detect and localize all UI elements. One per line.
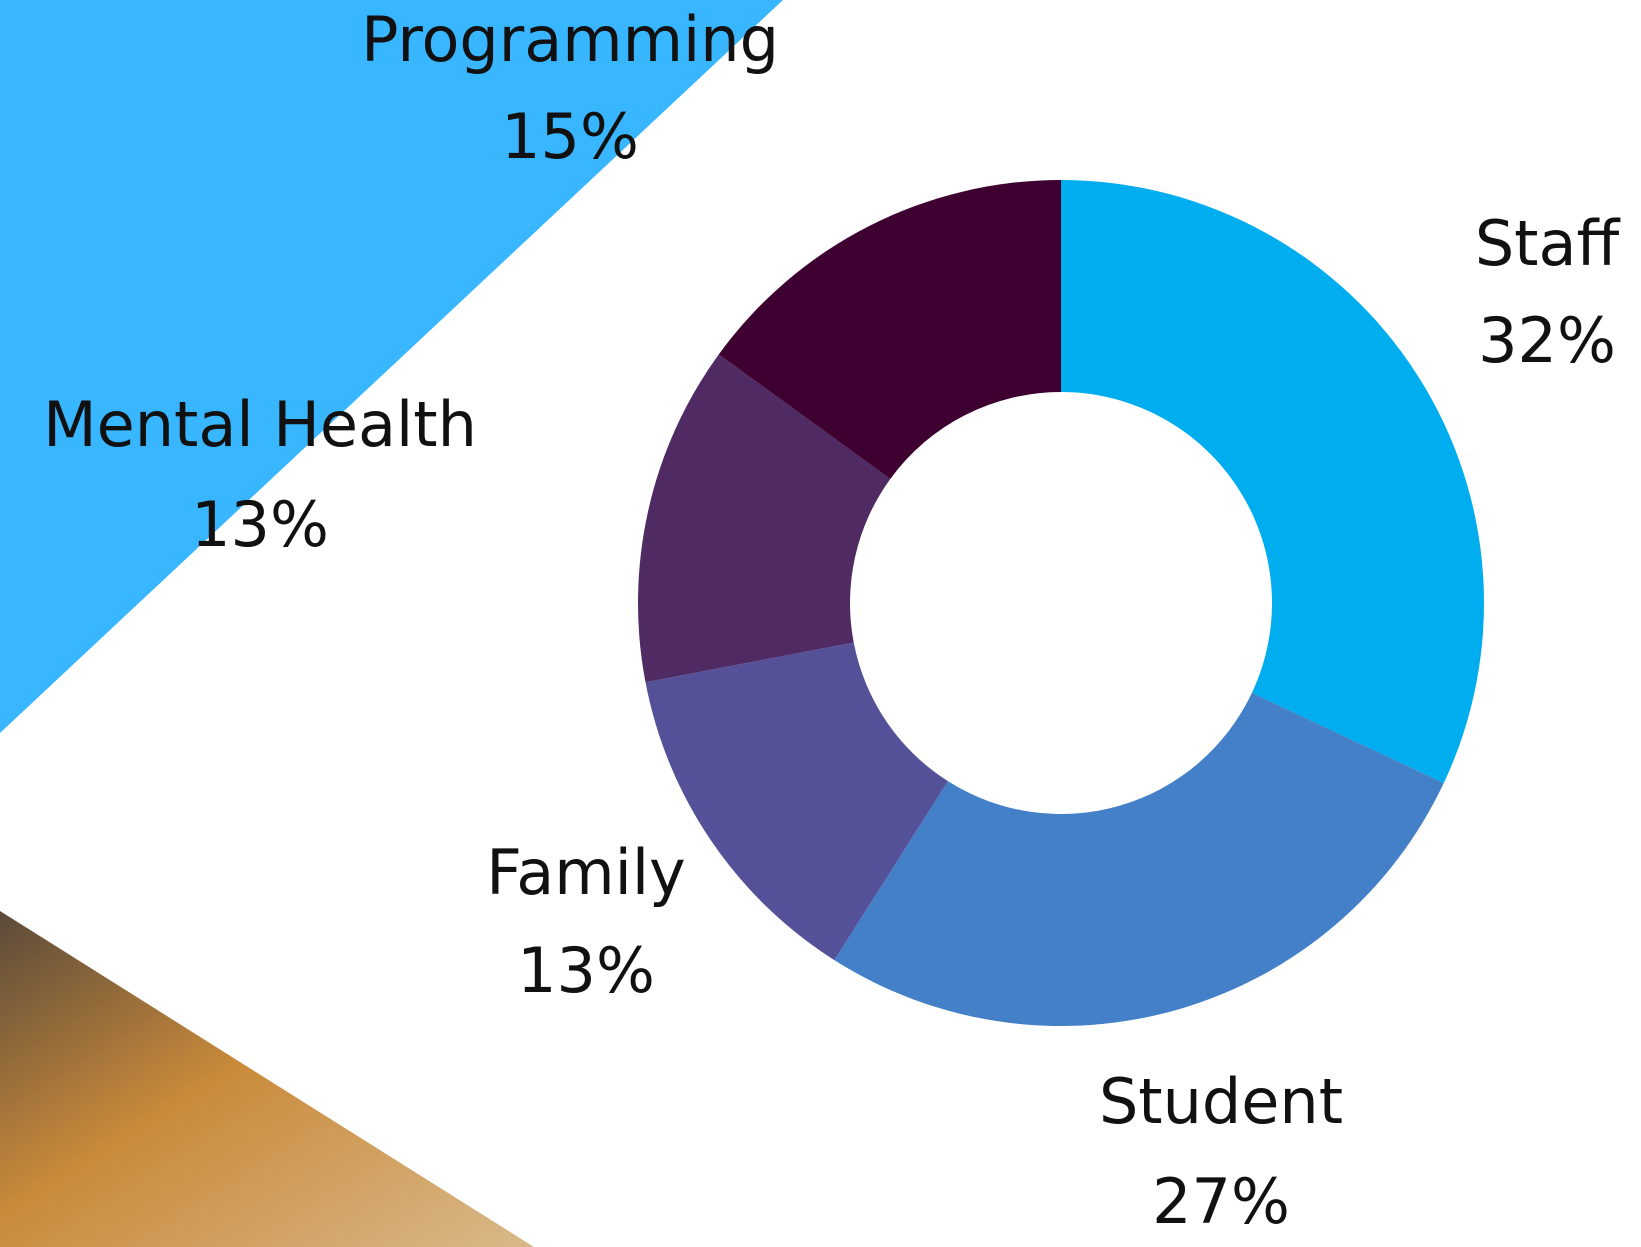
category-label: Programming — [361, 3, 779, 76]
category-label: Family — [486, 836, 686, 909]
category-label: Student — [1099, 1065, 1343, 1138]
background-photo — [0, 911, 534, 1247]
category-label: Staff — [1475, 207, 1621, 280]
value-label: 32% — [1478, 304, 1616, 377]
donut-segment — [1061, 180, 1484, 783]
value-label: 15% — [501, 100, 639, 173]
donut-segment — [834, 693, 1443, 1026]
value-label: 27% — [1152, 1165, 1290, 1238]
category-label: Mental Health — [43, 388, 477, 461]
value-label: 13% — [517, 934, 655, 1007]
page: Staff 32% Student 27% Family 13% Mental Health… — [0, 0, 1641, 1247]
value-label: 13% — [191, 488, 329, 561]
